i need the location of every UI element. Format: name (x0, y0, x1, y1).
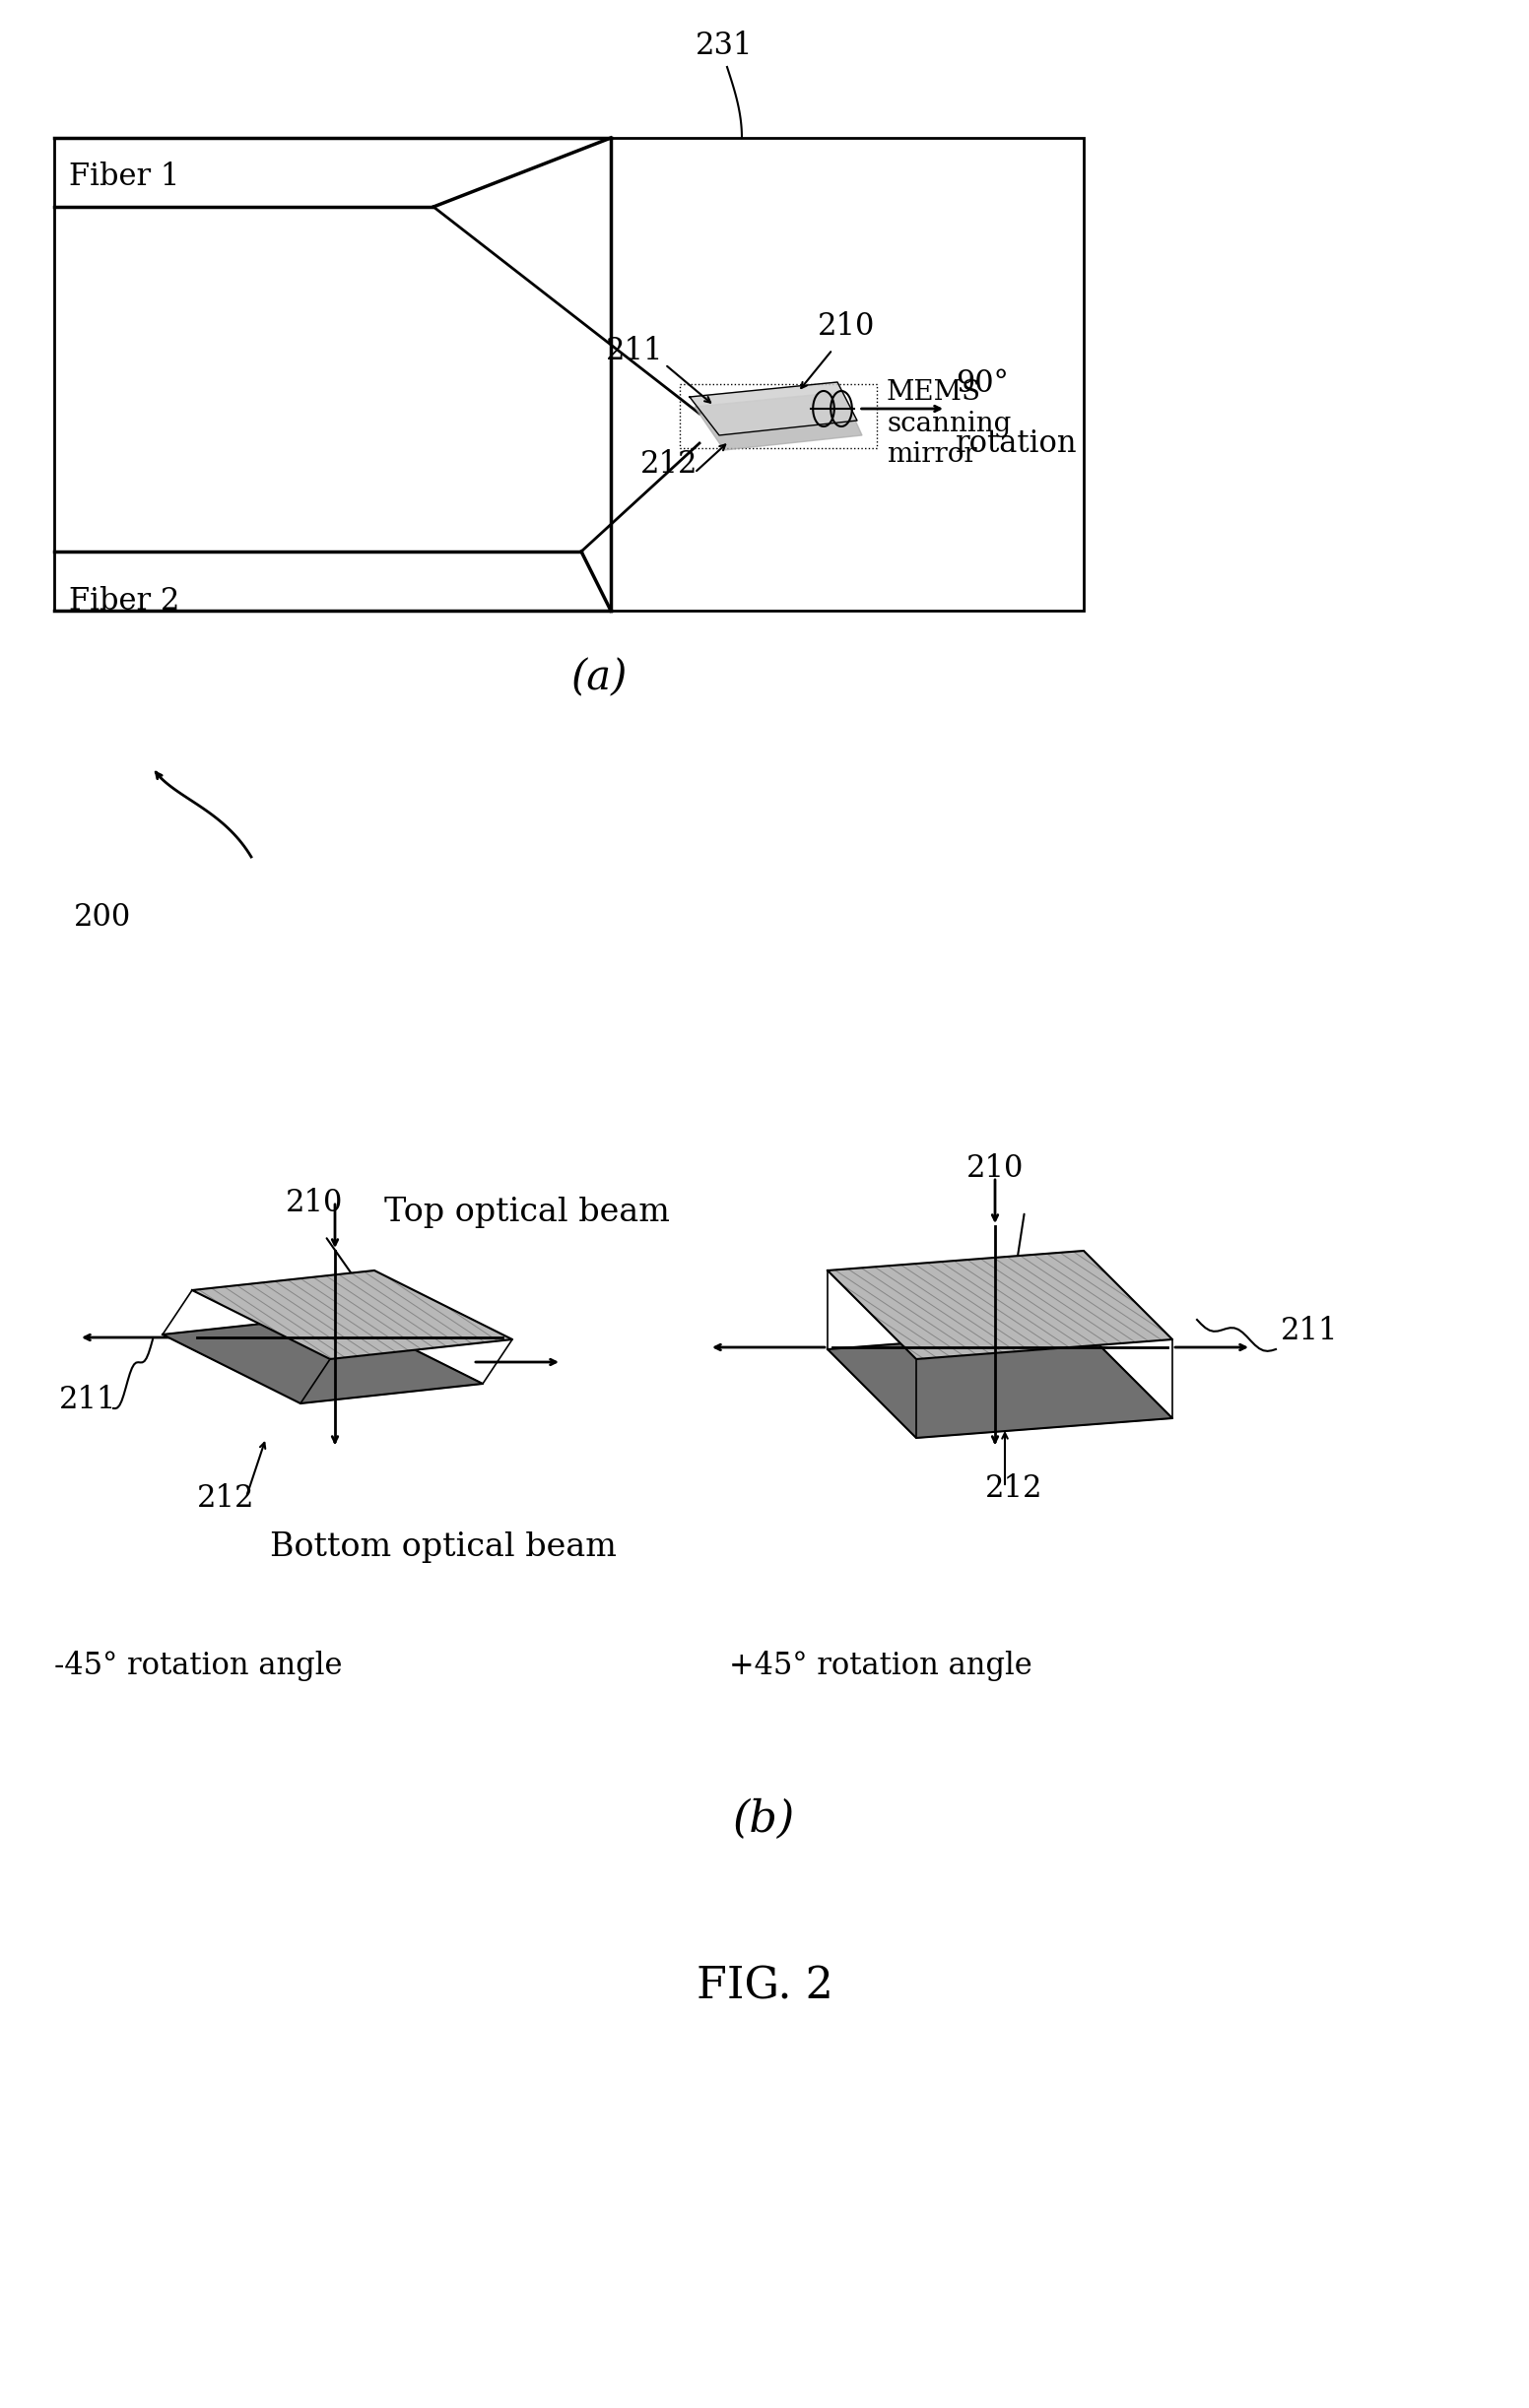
Text: Fiber 2: Fiber 2 (69, 585, 180, 616)
Polygon shape (827, 1329, 1173, 1438)
Polygon shape (827, 1250, 1173, 1358)
Text: 200: 200 (73, 903, 131, 932)
Text: Bottom optical beam: Bottom optical beam (271, 1531, 616, 1563)
Text: MEMS
scanning
mirror: MEMS scanning mirror (887, 380, 1011, 467)
Text: 212: 212 (985, 1474, 1043, 1505)
Polygon shape (193, 1271, 512, 1358)
Text: (b): (b) (734, 1799, 795, 1840)
Text: 210: 210 (818, 311, 875, 342)
Text: Fiber 1: Fiber 1 (69, 161, 180, 193)
Text: rotation: rotation (956, 429, 1078, 460)
Text: 212: 212 (197, 1483, 255, 1515)
Text: 90°: 90° (956, 368, 1009, 400)
Text: Top optical beam: Top optical beam (384, 1197, 670, 1228)
Polygon shape (694, 393, 862, 450)
Text: +45° rotation angle: +45° rotation angle (729, 1649, 1032, 1681)
Text: FIG. 2: FIG. 2 (696, 1965, 833, 2008)
Text: 212: 212 (641, 450, 699, 479)
Text: -45° rotation angle: -45° rotation angle (54, 1649, 342, 1681)
Text: 211: 211 (60, 1385, 116, 1416)
Text: 210: 210 (966, 1153, 1024, 1185)
Text: 210: 210 (286, 1187, 342, 1218)
Text: 231: 231 (696, 31, 752, 60)
Text: 211: 211 (1281, 1315, 1338, 1346)
Text: 211: 211 (605, 335, 664, 366)
Text: (a): (a) (570, 657, 627, 698)
Bar (54, 137, 1084, 612)
Polygon shape (690, 383, 858, 436)
Polygon shape (162, 1315, 483, 1404)
